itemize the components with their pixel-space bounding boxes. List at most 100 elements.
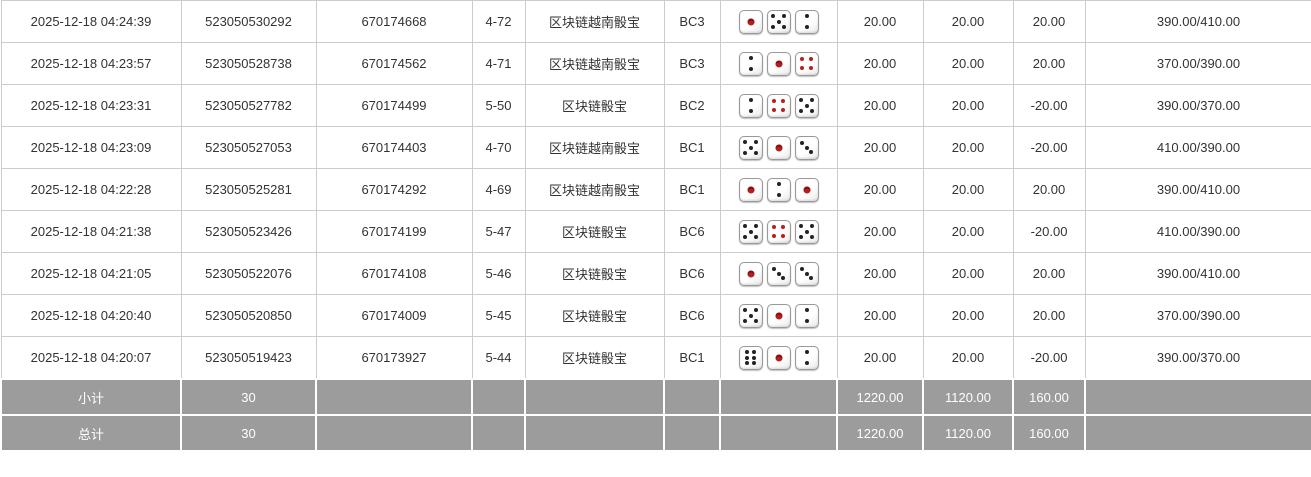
cell-win-loss: 20.00 <box>1012 168 1086 211</box>
die-pip <box>799 224 804 229</box>
cell-round: 5-46 <box>471 252 526 295</box>
die-pip <box>752 350 757 354</box>
footer-empty-cell <box>524 414 665 452</box>
cell-order-no: 523050527053 <box>180 126 317 169</box>
cell-bet-time: 2025-12-18 04:24:39 <box>0 0 182 43</box>
cell-bet-amount-link[interactable]: 20.00 <box>836 84 924 127</box>
cell-order-no: 523050519423 <box>180 336 317 380</box>
cell-table-code: BC1 <box>663 168 721 211</box>
die-pip <box>775 312 782 319</box>
die-face-4 <box>794 51 819 76</box>
die-pip <box>753 318 758 323</box>
cell-bet-time: 2025-12-18 04:23:57 <box>0 42 182 85</box>
cell-game-name: 区块链越南骰宝 <box>524 126 665 169</box>
die-pip <box>772 225 777 230</box>
cell-bet-amount-link[interactable]: 20.00 <box>836 0 924 43</box>
footer-empty-cell <box>471 378 526 416</box>
cell-balance-change: 390.00/410.00 <box>1084 0 1311 43</box>
die-pip <box>799 140 804 145</box>
cell-game-name: 区块链骰宝 <box>524 252 665 295</box>
die-pip <box>776 182 781 187</box>
cell-bet-amount-link[interactable]: 20.00 <box>836 252 924 295</box>
cell-bet-time: 2025-12-18 04:22:28 <box>0 168 182 211</box>
die-pip <box>804 271 809 276</box>
cell-valid-bet: 20.00 <box>922 168 1014 211</box>
cell-bet-amount-link[interactable]: 20.00 <box>836 294 924 337</box>
die-pip <box>748 313 753 318</box>
die-face-3 <box>794 261 819 286</box>
cell-order-no: 523050520850 <box>180 294 317 337</box>
die-face-2 <box>794 345 819 370</box>
die-face-3 <box>766 261 791 286</box>
die-pip <box>748 98 753 103</box>
die-pip <box>747 186 754 193</box>
die-face-2 <box>738 93 763 118</box>
die-pip <box>752 361 757 365</box>
die-pip <box>804 360 809 365</box>
die-face-5 <box>766 9 791 34</box>
footer-empty-cell <box>471 414 526 452</box>
cell-dice-result <box>719 252 838 295</box>
cell-balance-change: 390.00/370.00 <box>1084 336 1311 380</box>
footer-empty-cell <box>719 378 838 416</box>
die-pip <box>800 57 805 62</box>
die-pip <box>809 150 814 155</box>
die-pip <box>780 107 785 112</box>
cell-dice-result <box>719 336 838 380</box>
cell-order-no: 523050527782 <box>180 84 317 127</box>
cell-order-no: 523050523426 <box>180 210 317 253</box>
cell-bet-amount-link[interactable]: 20.00 <box>836 42 924 85</box>
die-pip <box>800 65 805 70</box>
die-pip <box>775 60 782 67</box>
cell-draw-no: 670174009 <box>315 294 473 337</box>
footer-valid-bet-total: 1120.00 <box>922 414 1014 452</box>
die-face-6 <box>738 345 763 370</box>
cell-win-loss: 20.00 <box>1012 252 1086 295</box>
cell-balance-change: 410.00/390.00 <box>1084 126 1311 169</box>
table-row: 2025-12-18 04:22:28 523050525281 670174292… <box>0 168 1311 211</box>
cell-draw-no: 670174403 <box>315 126 473 169</box>
cell-dice-result <box>719 210 838 253</box>
die-pip <box>799 234 804 239</box>
die-face-2 <box>794 9 819 34</box>
footer-empty-cell <box>1084 414 1311 452</box>
cell-balance-change: 390.00/410.00 <box>1084 252 1311 295</box>
cell-draw-no: 670174562 <box>315 42 473 85</box>
die-pip <box>753 224 758 229</box>
die-pip <box>781 276 786 281</box>
die-face-5 <box>738 219 763 244</box>
cell-dice-result <box>719 294 838 337</box>
die-pip <box>781 24 786 29</box>
cell-order-no: 523050522076 <box>180 252 317 295</box>
cell-draw-no: 670174292 <box>315 168 473 211</box>
die-pip <box>743 140 748 145</box>
die-pip <box>780 233 785 238</box>
die-pip <box>780 99 785 104</box>
die-face-3 <box>794 135 819 160</box>
cell-order-no: 523050528738 <box>180 42 317 85</box>
cell-dice-result <box>719 84 838 127</box>
die-pip <box>809 276 814 281</box>
cell-valid-bet: 20.00 <box>922 252 1014 295</box>
cell-bet-amount-link[interactable]: 20.00 <box>836 210 924 253</box>
die-pip <box>804 14 809 19</box>
die-pip <box>781 14 786 19</box>
cell-table-code: BC1 <box>663 336 721 380</box>
die-pip <box>772 99 777 104</box>
die-pip <box>808 65 813 70</box>
cell-bet-amount-link[interactable]: 20.00 <box>836 336 924 380</box>
cell-table-code: BC6 <box>663 294 721 337</box>
die-pip <box>744 361 749 365</box>
die-pip <box>804 308 809 313</box>
die-pip <box>775 354 782 361</box>
footer-count: 30 <box>180 414 317 452</box>
cell-bet-amount-link[interactable]: 20.00 <box>836 126 924 169</box>
die-pip <box>747 270 754 277</box>
bet-records-table: 2025-12-18 04:24:39 523050530292 670174668… <box>0 0 1311 452</box>
cell-win-loss: -20.00 <box>1012 210 1086 253</box>
die-face-1 <box>738 261 763 286</box>
die-pip <box>753 140 758 145</box>
cell-bet-amount-link[interactable]: 20.00 <box>836 168 924 211</box>
cell-bet-time: 2025-12-18 04:23:09 <box>0 126 182 169</box>
cell-win-loss: -20.00 <box>1012 336 1086 380</box>
